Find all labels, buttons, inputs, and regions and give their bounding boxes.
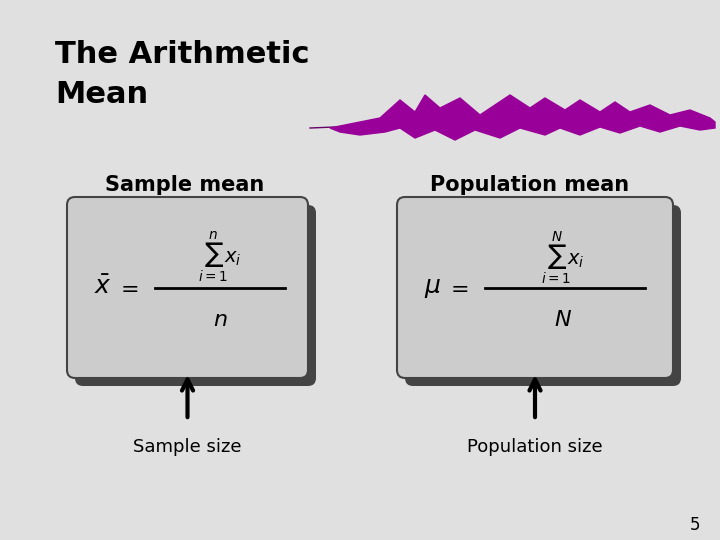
Text: $n$: $n$ xyxy=(212,309,228,329)
Text: $\mu$: $\mu$ xyxy=(424,275,441,300)
Text: Mean: Mean xyxy=(55,80,148,109)
Polygon shape xyxy=(330,95,715,140)
Text: $=$: $=$ xyxy=(446,278,468,298)
Text: $\bar{x}$: $\bar{x}$ xyxy=(94,275,112,300)
Text: Sample mean: Sample mean xyxy=(105,175,265,195)
Text: 5: 5 xyxy=(690,516,701,534)
FancyBboxPatch shape xyxy=(67,197,308,378)
Text: Population size: Population size xyxy=(467,438,603,456)
Text: $=$: $=$ xyxy=(116,278,138,298)
Text: Population mean: Population mean xyxy=(431,175,629,195)
Text: $\sum_{i=1}^{N}\!x_i$: $\sum_{i=1}^{N}\!x_i$ xyxy=(541,229,585,286)
FancyBboxPatch shape xyxy=(405,205,681,386)
FancyBboxPatch shape xyxy=(397,197,673,378)
Text: The Arithmetic: The Arithmetic xyxy=(55,40,310,69)
Text: Sample size: Sample size xyxy=(133,438,242,456)
Text: $\sum_{i=1}^{n}\!x_i$: $\sum_{i=1}^{n}\!x_i$ xyxy=(198,230,242,285)
Text: $N$: $N$ xyxy=(554,309,572,329)
FancyBboxPatch shape xyxy=(75,205,316,386)
